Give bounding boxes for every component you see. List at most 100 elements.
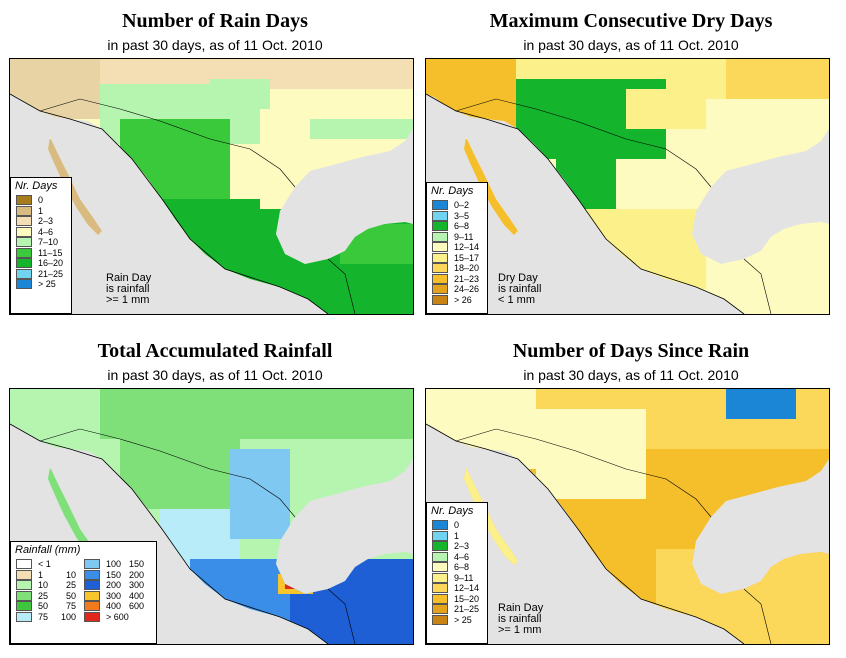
rainfall-legend: Rainfall (mm) < 1 1 10 10 25 25 50 50 75 75 100 10… (10, 541, 157, 644)
panel-subtitle: in past 30 days, as of 11 Oct. 2010 (523, 367, 739, 383)
note-line: Dry Day (498, 272, 538, 284)
legend-entry: 25 50 (11, 590, 79, 602)
note-line: Rain Day (498, 602, 544, 614)
rainfall-legend-columns: < 1 1 10 10 25 25 50 50 75 75 100 100 150 150 200 200 3… (11, 559, 156, 622)
rain-days-legend: Nr. Days 0 1 2–3 4–6 7–10 11–15 16–20 21–25 > 25 (10, 177, 72, 314)
legend-col-right: 100 150 150 200 200 300 300 400 400 600 > 600 (79, 559, 147, 622)
legend-label: 2–3 (454, 541, 470, 552)
legend-swatch (16, 559, 32, 570)
legend-swatch (16, 237, 32, 248)
panel-title: Total Accumulated Rainfall (97, 340, 333, 362)
legend-entry: 15–20 (427, 593, 487, 605)
legend-swatch (432, 541, 448, 552)
legend-entry: 300 400 (79, 590, 147, 602)
legend-swatch (432, 252, 448, 263)
legend-entry: 50 75 (11, 601, 79, 612)
legend-swatch (84, 590, 100, 601)
legend-label: 16–20 (38, 258, 64, 269)
legend-entry: 1 (427, 530, 487, 542)
panel-total-rainfall: Total Accumulated Rainfall in past 30 da… (9, 330, 421, 648)
legend-range-high: 50 (65, 590, 76, 601)
legend-swatch (432, 572, 448, 583)
legend-label: 18–20 (454, 263, 480, 274)
legend-label: 4–6 (38, 226, 54, 237)
legend-entry: 15–17 (427, 252, 487, 264)
note-line: is rainfall (106, 283, 150, 295)
legend-entry: 9–11 (427, 572, 487, 584)
legend-swatch (432, 242, 448, 253)
legend-range-high: 75 (65, 601, 76, 612)
legend-entry: 0 (427, 520, 487, 531)
legend-range-low: > 600 (106, 611, 129, 622)
legend-entry: > 25 (427, 614, 487, 626)
panel-title: Number of Rain Days (122, 10, 308, 32)
legend-swatch (432, 530, 448, 541)
panel-rain-days: Number of Rain Days in past 30 days, as … (9, 0, 421, 318)
legend-range-low: 25 (38, 590, 49, 601)
legend-swatch (84, 559, 100, 570)
legend-swatch (84, 569, 100, 580)
legend-range-low: 150 (106, 569, 122, 580)
rain-days-map-graphic (10, 59, 413, 314)
legend-range-high: 200 (128, 569, 144, 580)
legend-swatch (16, 258, 32, 269)
legend-swatch (432, 210, 448, 221)
legend-range-high: 10 (65, 569, 76, 580)
legend-entry: 11–15 (11, 247, 71, 259)
days-since-rain-map: Nr. Days 0 1 2–3 4–6 6–8 9–11 12–14 15–20 21–25 >… (425, 388, 830, 645)
legend-swatch (432, 294, 448, 305)
legend-swatch (16, 247, 32, 258)
legend-swatch (432, 614, 448, 625)
legend-entry: 0 (11, 195, 71, 206)
legend-label: 21–25 (454, 604, 480, 615)
legend-swatch (432, 520, 448, 531)
legend-label: 300 400 (106, 591, 144, 601)
legend-swatch (16, 226, 32, 237)
legend-range-high: 150 (128, 559, 144, 570)
legend-swatch (16, 580, 32, 591)
legend-entry: 18–20 (427, 263, 487, 274)
legend-range-low: 400 (106, 601, 122, 612)
legend-swatch (16, 216, 32, 227)
legend-range-high: 25 (65, 580, 76, 591)
legend-entry: 2–3 (11, 216, 71, 227)
legend-label: 11–15 (38, 247, 63, 258)
legend-label: 12–14 (454, 583, 480, 594)
panel-subtitle: in past 30 days, as of 11 Oct. 2010 (523, 37, 739, 53)
legend-label: 3–5 (454, 210, 470, 221)
legend-label: 7–10 (38, 237, 59, 248)
note-line: < 1 mm (498, 294, 535, 306)
days-since-rain-legend: Nr. Days 0 1 2–3 4–6 6–8 9–11 12–14 15–20 21–25 >… (426, 502, 488, 644)
legend-entry: 21–23 (427, 273, 487, 285)
legend-label: > 25 (38, 279, 56, 290)
legend-range-low: < 1 (38, 559, 51, 570)
legend-entry: 150 200 (79, 569, 147, 581)
legend-entry: 400 600 (79, 601, 147, 612)
legend-title: Rainfall (mm) (15, 544, 81, 556)
legend-entry: 200 300 (79, 580, 147, 591)
legend-swatch (432, 562, 448, 573)
legend-swatch (16, 268, 32, 279)
legend-label: 4–6 (454, 551, 470, 562)
rain-days-map: Nr. Days 0 1 2–3 4–6 7–10 11–15 16–20 21–25 > 25… (9, 58, 414, 315)
legend-entry: 1 10 (11, 569, 79, 581)
legend-entry: 6–8 (427, 221, 487, 232)
legend-swatch (432, 284, 448, 295)
legend-swatch (432, 551, 448, 562)
legend-swatch (432, 231, 448, 242)
legend-swatch (432, 583, 448, 594)
legend-swatch (16, 195, 32, 206)
legend-swatch (432, 263, 448, 274)
legend-label: 21–25 (38, 268, 64, 279)
legend-label: 0 (38, 195, 44, 206)
legend-range-high: 600 (128, 601, 144, 612)
legend-entry: 21–25 (11, 268, 71, 280)
legend-entry: 100 150 (79, 559, 147, 570)
legend-range-low: 10 (38, 580, 49, 591)
panel-title: Maximum Consecutive Dry Days (489, 10, 773, 32)
legend-label: 50 75 (38, 601, 76, 611)
legend-swatch (84, 601, 100, 612)
legend-label: 15–20 (454, 593, 480, 604)
dry-days-legend: Nr. Days 0–2 3–5 6–8 9–11 12–14 15–17 18–20 21–… (426, 182, 488, 314)
note-line: >= 1 mm (498, 624, 542, 636)
